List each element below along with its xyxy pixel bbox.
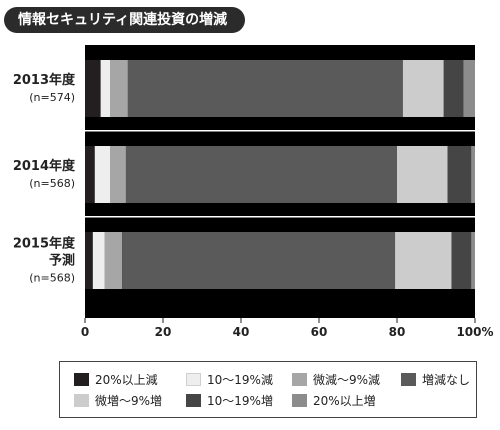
legend-item: 増減なし: [401, 372, 470, 388]
bar-segment-3-5: [395, 232, 452, 289]
category-label-n: (n=568): [29, 177, 75, 190]
bar-segment-2-6: [447, 146, 472, 203]
legend-item: 20%以上増: [292, 393, 376, 409]
bar-segment-3-4: [122, 232, 396, 289]
category-label-n: (n=574): [29, 91, 75, 104]
bar-segment-1-3: [110, 60, 128, 117]
x-tick-label: 0: [81, 325, 89, 339]
band-separator: [85, 130, 475, 132]
legend-label: 微減～9%減: [313, 373, 381, 387]
legend-label: 10～19%減: [207, 373, 273, 387]
bar-segment-3-7: [471, 232, 475, 289]
bar-segment-1-2: [100, 60, 111, 117]
legend-label: 微増～9%増: [95, 394, 163, 408]
x-tick-label: 40: [233, 325, 250, 339]
x-tick-label: 20: [155, 325, 172, 339]
bar-segment-3-6: [451, 232, 472, 289]
bar-segment-2-1: [85, 146, 95, 203]
category-label-n: (n=568): [29, 272, 75, 285]
x-tick-label: 80: [389, 325, 406, 339]
legend: 20%以上減 10～19%減 微減～9%減 増減なし微増～9%増 10～19%増 20%以…: [59, 361, 477, 418]
category-label-sub: 予測: [49, 253, 75, 269]
category-label-year: 2014年度: [13, 158, 76, 174]
bar-segment-1-7: [463, 60, 475, 117]
bar-segment-1-4: [127, 60, 403, 117]
chart-title: 情報セキュリティ関連投資の増減: [4, 7, 246, 33]
bar-segment-3-2: [92, 232, 105, 289]
bar-segment-3-3: [104, 232, 123, 289]
legend-swatch: [74, 394, 89, 407]
bar-segment-2-5: [397, 146, 448, 203]
band-separator: [85, 216, 475, 218]
category-label-year: 2015年度: [13, 236, 76, 252]
x-tick-label: 60: [311, 325, 328, 339]
legend-label: 20%以上増: [313, 394, 376, 408]
legend-item: 10～19%増: [186, 393, 273, 409]
legend-swatch: [292, 394, 307, 407]
legend-swatch: [74, 373, 89, 386]
bar-segment-2-7: [471, 146, 475, 203]
bar-segment-1-6: [443, 60, 464, 117]
bar-segment-3-1: [85, 232, 93, 289]
legend-item: 微増～9%増: [74, 393, 162, 409]
x-tick-label: 100%: [456, 325, 493, 339]
bar-segment-2-3: [110, 146, 126, 203]
bar-segment-2-2: [94, 146, 111, 203]
legend-label: 20%以上減: [95, 373, 158, 387]
legend-label: 10～19%増: [207, 394, 273, 408]
legend-swatch: [292, 373, 307, 386]
bar-segment-1-1: [85, 60, 101, 117]
bar-segment-2-4: [125, 146, 397, 203]
legend-label: 増減なし: [422, 373, 471, 387]
legend-item: 微減～9%減: [292, 372, 380, 388]
bar-segment-1-5: [402, 60, 444, 117]
legend-swatch: [401, 373, 416, 386]
legend-item: 20%以上減: [74, 372, 158, 388]
legend-swatch: [186, 394, 201, 407]
legend-item: 10～19%減: [186, 372, 273, 388]
category-label-year: 2013年度: [13, 72, 76, 88]
legend-swatch: [186, 373, 201, 386]
